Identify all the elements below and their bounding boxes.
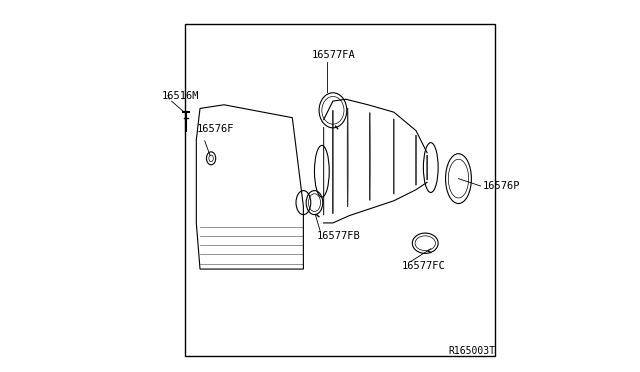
Text: R165003T: R165003T <box>449 346 495 356</box>
Bar <box>185 23 495 356</box>
Text: 16577FA: 16577FA <box>312 50 356 60</box>
Text: 16576F: 16576F <box>196 124 234 134</box>
Text: 16516M: 16516M <box>162 90 200 100</box>
Text: 16577FB: 16577FB <box>316 231 360 241</box>
Text: 16576P: 16576P <box>483 181 520 191</box>
Text: 16577FC: 16577FC <box>401 262 445 272</box>
